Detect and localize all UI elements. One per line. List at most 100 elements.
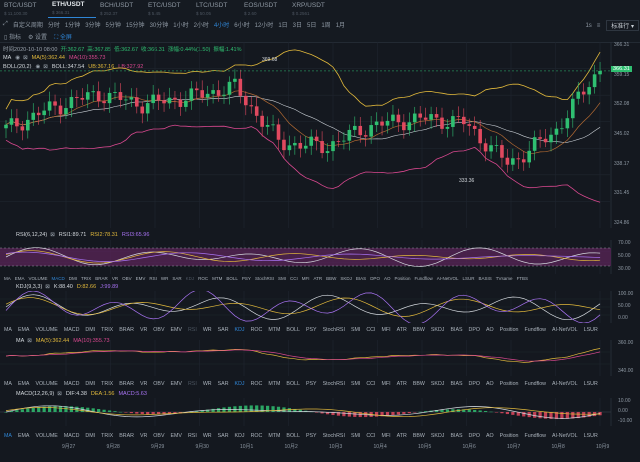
fullscreen-button[interactable]: ⛶ 全屏	[54, 34, 72, 41]
indicator-option-emv[interactable]: EMV	[170, 327, 182, 333]
indicator-option-smi[interactable]: SMI	[277, 276, 286, 281]
timeframe-0[interactable]: 分时	[47, 23, 60, 29]
close-icon[interactable]: ⊠	[45, 284, 50, 290]
indicator-option-atr[interactable]: ATR	[396, 433, 407, 439]
indicator-option-sar[interactable]: SAR	[217, 381, 229, 387]
indicator-option-emv[interactable]: EMV	[170, 381, 182, 387]
indicator-option-bias[interactable]: BIAS	[450, 381, 463, 387]
indicator-option-stochrsi[interactable]: StochRSI	[322, 327, 345, 333]
indicator-option-volume[interactable]: VOLUME	[35, 433, 58, 439]
close-icon[interactable]: ⊠	[23, 55, 28, 61]
indicator-option-cci[interactable]: CCI	[366, 327, 376, 333]
indicator-option-psy[interactable]: PSY	[241, 276, 251, 281]
indicator-option-brar[interactable]: BRAR	[119, 433, 134, 439]
kdj-chart[interactable]	[0, 291, 640, 323]
indicator-option-sar[interactable]: SAR	[217, 433, 229, 439]
timeframe-5[interactable]: 30分钟	[149, 23, 169, 29]
indicator-option-dmi[interactable]: DMI	[85, 433, 96, 439]
indicator-option-lsur[interactable]: LSUR	[583, 381, 598, 387]
indicator-option-roc[interactable]: ROC	[250, 433, 263, 439]
pair-tab-eos-usdt[interactable]: EOS/USDT $ 2.60	[240, 0, 288, 18]
indicator-option-vr[interactable]: VR	[139, 381, 148, 387]
indicator-option-fundflow[interactable]: Fundflow	[524, 327, 547, 333]
indicator-option-mfi[interactable]: MFI	[381, 327, 391, 333]
indicator-option-position[interactable]: Position	[499, 327, 519, 333]
indicator-option-volume[interactable]: VOLUME	[28, 276, 48, 281]
indicator-option-skdj[interactable]: SKDJ	[430, 381, 445, 387]
custom-period-button[interactable]: 自定义周期	[12, 23, 43, 29]
indicator-option-position[interactable]: Position	[499, 433, 519, 439]
indicator-option-rsi[interactable]: RSI	[187, 433, 197, 439]
indicator-option-wr[interactable]: WR	[160, 276, 169, 281]
indicator-option-sar[interactable]: SAR	[172, 276, 182, 281]
indicator-option-ma[interactable]: MA	[4, 381, 12, 387]
indicator-option-basis[interactable]: BASIS	[478, 276, 492, 281]
indicator-option-vr[interactable]: VR	[139, 327, 148, 333]
indicator-option-boll[interactable]: BOLL	[286, 433, 300, 439]
indicator-option-brar[interactable]: BRAR	[119, 327, 134, 333]
timeframe-9[interactable]: 6小时	[234, 23, 250, 29]
indicator-option-psy[interactable]: PSY	[305, 433, 317, 439]
close-icon[interactable]: ⊠	[50, 232, 55, 238]
pair-tab-btc-usdt[interactable]: BTC/USDT $ 11,100.30	[0, 0, 48, 18]
pair-tab-xrp-usdt[interactable]: XRP/USDT $ 0.2561	[288, 0, 336, 18]
indicator-option-ao[interactable]: AO	[486, 381, 494, 387]
indicator-option-stochrsi[interactable]: StochRSI	[254, 276, 274, 281]
close-icon[interactable]: ⊠	[27, 338, 32, 344]
indicator-option-stochrsi[interactable]: StochRSI	[322, 381, 345, 387]
indicator-option-dpo[interactable]: DPO	[468, 327, 480, 333]
indicator-option-psy[interactable]: PSY	[305, 327, 317, 333]
indicator-option-macd[interactable]: MACD	[63, 433, 80, 439]
indicator-option-skdj[interactable]: SKDJ	[340, 276, 352, 281]
indicator-option-sar[interactable]: SAR	[217, 327, 229, 333]
indicator-option-smi[interactable]: SMI	[350, 433, 361, 439]
indicator-option-ai-netvol[interactable]: AI-NetVOL	[552, 433, 578, 439]
indicator-option-lsur[interactable]: LSUR	[583, 433, 598, 439]
indicator-option-fundflow[interactable]: Fundflow	[524, 433, 547, 439]
indicator-option-smi[interactable]: SMI	[350, 327, 361, 333]
indicator-option-skdj[interactable]: SKDJ	[430, 433, 445, 439]
scale-label[interactable]: 1s	[585, 22, 592, 29]
indicator-option-mfi[interactable]: MFI	[381, 381, 391, 387]
indicator-option-stochrsi[interactable]: StochRSI	[322, 433, 345, 439]
indicator-option-volume[interactable]: VOLUME	[35, 381, 58, 387]
indicator-option-ai-netvol[interactable]: AI-NetVOL	[552, 381, 578, 387]
timeframe-4[interactable]: 15分钟	[125, 23, 145, 29]
indicator-option-skdj[interactable]: SKDJ	[430, 327, 445, 333]
indicator-option-obv[interactable]: OBV	[153, 381, 165, 387]
indicator-option-wr[interactable]: WR	[202, 433, 212, 439]
indicator-option-ema[interactable]: EMA	[17, 381, 30, 387]
timeframe-12[interactable]: 3日	[292, 23, 302, 29]
indicator-option-atr[interactable]: ATR	[396, 327, 407, 333]
indicator-option-dmi[interactable]: DMI	[68, 276, 78, 281]
pair-tab-etc-usdt[interactable]: ETC/USDT $ 5.45	[144, 0, 192, 18]
indicator-option-smi[interactable]: SMI	[350, 381, 361, 387]
indicator-option-bbw[interactable]: BBW	[326, 276, 337, 281]
timeframe-6[interactable]: 1小时	[173, 23, 189, 29]
indicator-option-wr[interactable]: WR	[202, 327, 212, 333]
indicator-option-dpo[interactable]: DPO	[468, 381, 480, 387]
indicator-option-wr[interactable]: WR	[202, 381, 212, 387]
indicator-option-ema[interactable]: EMA	[14, 276, 25, 281]
indicator-option-mfi[interactable]: MFI	[381, 433, 391, 439]
indicator-option-ao[interactable]: AO	[383, 276, 391, 281]
pair-tab-eth-usdt[interactable]: ETH/USDT $ 366.31	[48, 0, 96, 19]
indicator-option-bbw[interactable]: BBW	[412, 433, 425, 439]
indicator-option-mtm[interactable]: MTM	[268, 327, 281, 333]
indicator-option-ai-netvol[interactable]: AI-NetVOL	[552, 327, 578, 333]
indicator-option-atr[interactable]: ATR	[396, 381, 407, 387]
indicator-option-position[interactable]: Position	[394, 276, 411, 281]
indicator-option-rsi[interactable]: RSI	[187, 327, 197, 333]
indicator-option-emv[interactable]: EMV	[135, 276, 146, 281]
indicator-option-ma[interactable]: MA	[4, 276, 11, 281]
indicator-option-ema[interactable]: EMA	[17, 327, 30, 333]
pair-tab-ltc-usdt[interactable]: LTC/USDT $ 50.05	[192, 0, 240, 18]
indicator-option-macd[interactable]: MACD	[63, 327, 80, 333]
indicator-option-tvsame[interactable]: TVsame	[495, 276, 513, 281]
indicator-option-obv[interactable]: OBV	[153, 327, 165, 333]
indicator-option-mtm[interactable]: MTM	[268, 381, 281, 387]
timeframe-8[interactable]: 4小时	[213, 23, 230, 29]
candlestick-chart[interactable]	[0, 42, 640, 228]
indicator-option-bbw[interactable]: BBW	[412, 327, 425, 333]
timeframe-13[interactable]: 5日	[307, 23, 317, 29]
